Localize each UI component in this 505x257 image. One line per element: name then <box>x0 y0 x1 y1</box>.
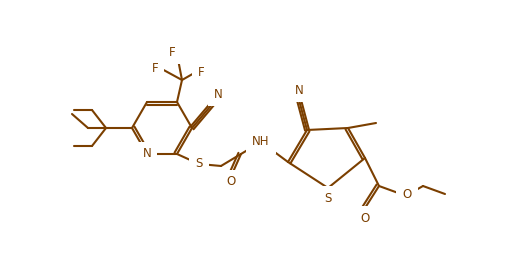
Text: NH: NH <box>252 135 270 149</box>
Text: F: F <box>169 45 175 59</box>
Text: O: O <box>361 212 370 225</box>
Text: S: S <box>324 191 332 205</box>
Text: O: O <box>226 176 236 188</box>
Text: N: N <box>142 148 152 160</box>
Text: N: N <box>214 87 222 100</box>
Text: O: O <box>402 188 412 200</box>
Text: F: F <box>152 61 158 75</box>
Text: N: N <box>294 84 304 96</box>
Text: S: S <box>195 158 203 170</box>
Text: F: F <box>197 66 205 79</box>
